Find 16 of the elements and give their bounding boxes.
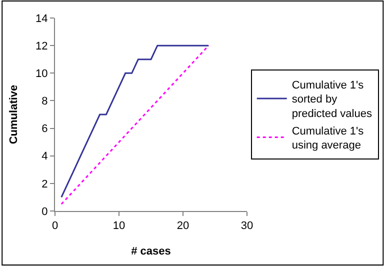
x-tick-label: 10 [112,220,126,232]
y-tick-label: 12 [36,40,48,52]
y-tick-label: 14 [36,12,48,25]
x-tick-label: 30 [240,220,254,232]
y-tick-label: 8 [42,96,48,108]
y-tick-label: 0 [42,206,48,218]
y-tick-label: 2 [42,178,48,190]
x-tick-label: 20 [176,220,190,232]
y-tick-label: 4 [42,150,48,163]
legend-label: Cumulative 1's using average [292,125,364,152]
y-tick-label: 6 [42,123,48,136]
y-tick-label: 10 [36,68,48,80]
legend-label: Cumulative 1's sorted by predicted values [292,79,372,120]
y-axis-title: Cumulative [8,84,20,144]
x-tick-label: 0 [52,220,58,232]
x-axis-title: # cases [131,245,171,258]
